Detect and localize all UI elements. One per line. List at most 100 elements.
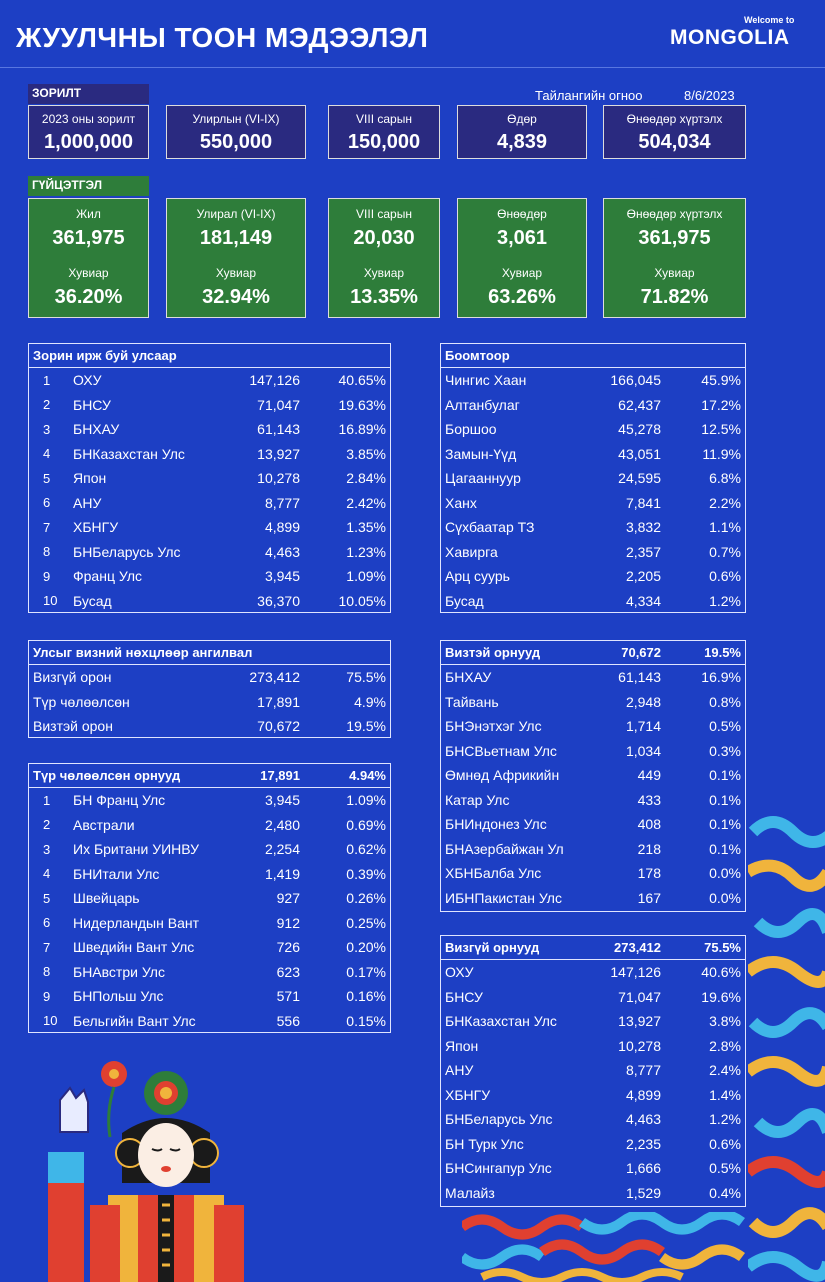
row-value: 147,126 xyxy=(610,964,661,981)
row-percent: 0.20% xyxy=(346,939,386,956)
panel-title: Улсыг визний нөхцлөөр ангилвал xyxy=(33,645,253,660)
row-value: 17,891 xyxy=(257,693,300,710)
table-row: Түр чөлөөлсөн 17,891 4.9% xyxy=(29,690,390,715)
achievement-box: Улирал (VI-IX) 181,149 Хувиар 32.94% xyxy=(166,198,306,318)
row-percent: 0.0% xyxy=(709,889,741,906)
goal-label: Улирлын (VI-IX) xyxy=(192,112,280,126)
panel-total-percent: 19.5% xyxy=(704,645,741,660)
achievement-box: Өнөөдөр 3,061 Хувиар 63.26% xyxy=(457,198,587,318)
goal-box: VIII сарын 150,000 xyxy=(328,105,440,159)
row-percent: 0.26% xyxy=(346,890,386,907)
row-value: 3,945 xyxy=(264,792,300,809)
countries-panel: Зорин ирж буй улсаар 1 ОХУ 147,126 40.65% 2 Б… xyxy=(28,343,391,613)
achievement-value: 20,030 xyxy=(353,227,415,249)
achievement-percent: 32.94% xyxy=(202,286,270,308)
row-value: 4,463 xyxy=(264,543,300,560)
row-percent: 0.5% xyxy=(709,718,741,735)
achievement-box: Жил 361,975 Хувиар 36.20% xyxy=(28,198,149,318)
table-row: Чингис Хаан 166,045 45.9% xyxy=(441,368,745,393)
row-percent: 6.8% xyxy=(709,470,741,487)
row-percent: 16.89% xyxy=(338,421,386,438)
row-value: 726 xyxy=(276,939,300,956)
row-percent: 0.17% xyxy=(346,963,386,980)
row-value: 13,927 xyxy=(618,1013,661,1030)
table-row: 7 ХБНГУ 4,899 1.35% xyxy=(29,515,390,540)
achievement-label: Өнөөдөр xyxy=(497,207,547,221)
row-value: 147,126 xyxy=(249,372,300,389)
row-name: БНКазахстан Улс xyxy=(73,445,185,462)
panel-header: Визгүй орнууд 273,412 75.5% xyxy=(441,936,745,960)
page-title: ЖУУЛЧНЫ ТООН МЭДЭЭЛЭЛ xyxy=(16,22,429,53)
row-value: 2,254 xyxy=(264,841,300,858)
row-value: 2,357 xyxy=(625,543,661,560)
table-row: Малайз 1,529 0.4% xyxy=(441,1181,745,1206)
row-name: ИБНПакистан Улс xyxy=(445,889,562,906)
row-name: Япон xyxy=(73,470,107,487)
exempt-panel: Түр чөлөөлсөн орнууд 17,891 4.94% 1 БН Фр… xyxy=(28,763,391,1033)
row-value: 408 xyxy=(637,816,661,833)
row-name: Малайз xyxy=(445,1184,495,1201)
achievement-percent: 63.26% xyxy=(488,286,556,308)
row-percent: 0.5% xyxy=(709,1160,741,1177)
row-name: БНСингапур Улс xyxy=(445,1160,552,1177)
row-percent: 0.3% xyxy=(709,742,741,759)
row-percent: 2.42% xyxy=(346,494,386,511)
row-percent: 0.62% xyxy=(346,841,386,858)
row-value: 43,051 xyxy=(618,445,661,462)
table-row: 6 Нидерландын Вант 912 0.25% xyxy=(29,911,390,936)
table-row: Боршоо 45,278 12.5% xyxy=(441,417,745,442)
row-value: 24,595 xyxy=(618,470,661,487)
row-rank: 4 xyxy=(43,446,51,462)
row-name: Чингис Хаан xyxy=(445,372,527,389)
panel-header: Боомтоор xyxy=(441,344,745,368)
achievement-percent: 36.20% xyxy=(54,286,123,308)
row-name: Цагааннуур xyxy=(445,470,521,487)
row-name: БН Турк Улс xyxy=(445,1135,524,1152)
row-percent: 0.1% xyxy=(709,767,741,784)
table-row: ОХУ 147,126 40.6% xyxy=(441,960,745,985)
panel-total: 273,412 xyxy=(614,940,661,955)
row-name: Их Британи УИНВУ xyxy=(73,841,200,858)
row-value: 1,666 xyxy=(625,1160,661,1177)
achievement-percent-label: Хувиар xyxy=(68,266,109,280)
row-value: 3,945 xyxy=(264,568,300,585)
table-row: Ханх 7,841 2.2% xyxy=(441,491,745,516)
table-row: 3 Их Британи УИНВУ 2,254 0.62% xyxy=(29,837,390,862)
row-value: 71,047 xyxy=(257,396,300,413)
table-row: 1 ОХУ 147,126 40.65% xyxy=(29,368,390,393)
brand-tagline: Welcome to xyxy=(744,15,795,25)
row-percent: 0.1% xyxy=(709,791,741,808)
row-name: Алтанбулаг xyxy=(445,396,520,413)
row-value: 4,899 xyxy=(625,1086,661,1103)
row-percent: 0.15% xyxy=(346,1012,386,1029)
table-row: ХБНГУ 4,899 1.4% xyxy=(441,1083,745,1108)
row-name: АНУ xyxy=(445,1062,474,1079)
panel-header: Түр чөлөөлсөн орнууд 17,891 4.94% xyxy=(29,764,390,788)
table-row: Өмнөд Африкийн 449 0.1% xyxy=(441,763,745,788)
row-name: Франц Улс xyxy=(73,568,142,585)
table-row: 4 БНКазахстан Улс 13,927 3.85% xyxy=(29,442,390,467)
panel-total-percent: 75.5% xyxy=(704,940,741,955)
row-rank: 3 xyxy=(43,421,51,437)
achievement-percent-label: Хувиар xyxy=(215,266,257,280)
row-percent: 0.6% xyxy=(709,1135,741,1152)
row-percent: 0.4% xyxy=(709,1184,741,1201)
row-percent: 19.5% xyxy=(346,718,386,735)
row-name: БНИтали Улс xyxy=(73,865,160,882)
row-value: 912 xyxy=(276,914,300,931)
row-value: 70,672 xyxy=(257,718,300,735)
achievement-percent: 71.82% xyxy=(640,286,709,308)
row-percent: 1.2% xyxy=(709,592,741,609)
achievement-percent-label: Хувиар xyxy=(363,266,405,280)
row-name: Бусад xyxy=(445,592,484,609)
table-row: БНАзербайжан Ул 218 0.1% xyxy=(441,837,745,862)
row-percent: 19.6% xyxy=(701,988,741,1005)
panel-title: Түр чөлөөлсөн орнууд xyxy=(33,768,181,783)
row-value: 3,832 xyxy=(625,519,661,536)
row-value: 4,899 xyxy=(264,519,300,536)
goal-label: Өдөр xyxy=(507,112,537,126)
achievement-value: 3,061 xyxy=(496,227,548,249)
table-row: 9 Франц Улс 3,945 1.09% xyxy=(29,564,390,589)
row-value: 1,714 xyxy=(625,718,661,735)
table-row: 10 Бельгийн Вант Улс 556 0.15% xyxy=(29,1009,390,1034)
